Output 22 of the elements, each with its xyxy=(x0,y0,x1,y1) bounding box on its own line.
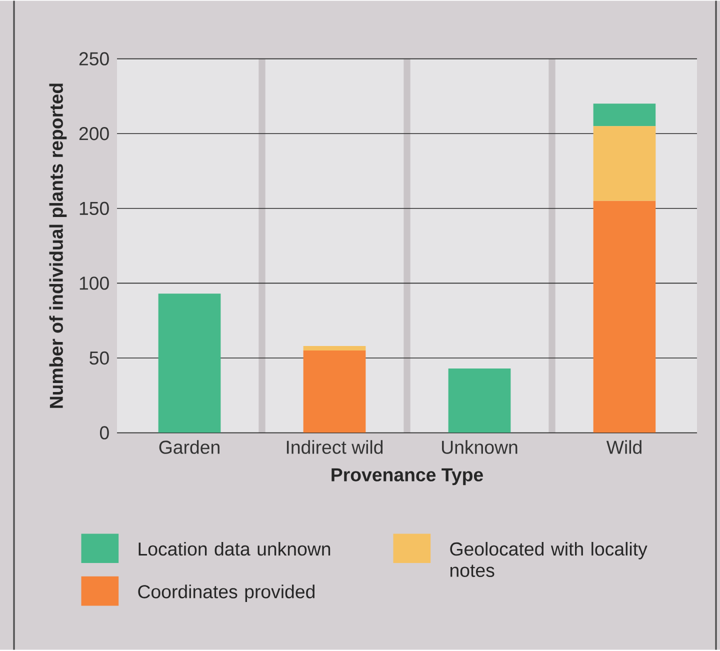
x-axis-title: Provenance Type xyxy=(332,468,483,486)
bar xyxy=(593,201,656,433)
y-tick-label: 200 xyxy=(79,127,109,140)
y-tick-label: 0 xyxy=(100,426,109,440)
bar xyxy=(593,104,656,126)
bar xyxy=(448,368,511,433)
y-axis-title: Number of individual plants reported xyxy=(49,84,67,408)
legend-label: Geolocated with locality notes xyxy=(450,542,648,578)
x-tick-label: Indirect wild xyxy=(286,440,383,454)
y-tick-label: 250 xyxy=(79,52,109,66)
legend-label: Location data unknown xyxy=(138,542,330,556)
y-tick-label: 150 xyxy=(80,202,109,216)
legend-label: Coordinates provided xyxy=(138,584,314,602)
x-tick-label: Wild xyxy=(606,440,642,454)
y-tick-label: 50 xyxy=(90,352,109,365)
x-tick-label: Garden xyxy=(159,440,220,454)
y-tick-label: 100 xyxy=(80,276,109,290)
bar xyxy=(593,126,656,202)
bar xyxy=(158,294,221,433)
bar xyxy=(303,346,366,351)
bar xyxy=(303,350,366,433)
x-tick-label: Unknown xyxy=(442,440,518,454)
